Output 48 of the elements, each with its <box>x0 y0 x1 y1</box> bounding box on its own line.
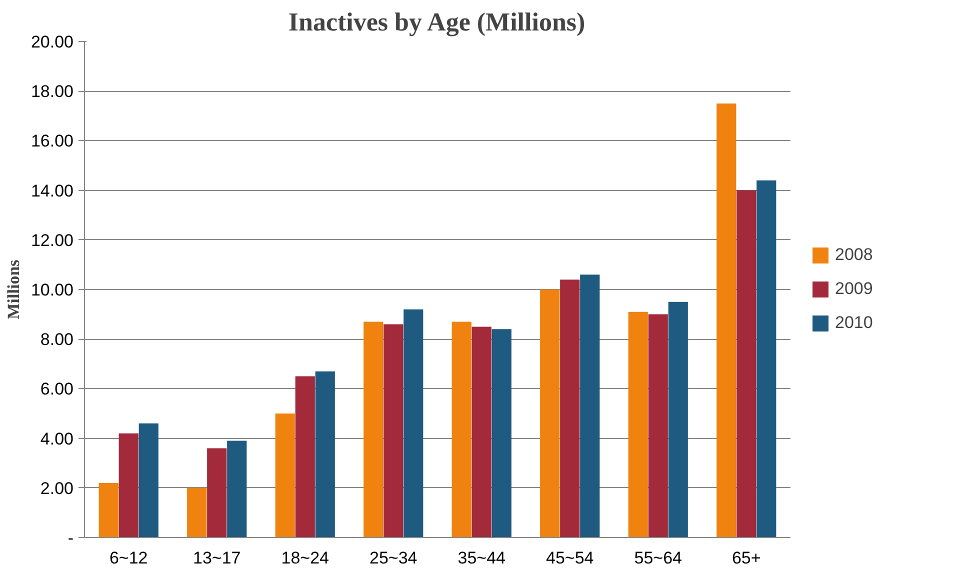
legend-label: 2008 <box>835 245 873 265</box>
bar <box>580 274 600 538</box>
y-tick-label: 4.00 <box>40 429 74 448</box>
bar <box>364 322 384 538</box>
bar <box>540 290 560 538</box>
bar <box>404 309 424 538</box>
bar <box>138 423 158 538</box>
bar <box>315 371 335 538</box>
x-tick-label: 18~24 <box>281 548 329 568</box>
legend-label: 2010 <box>835 313 873 333</box>
bar <box>628 312 648 538</box>
bar <box>668 302 688 538</box>
bar <box>756 180 776 538</box>
y-axis-title: Millions <box>4 259 23 320</box>
y-tick-label: 6.00 <box>40 380 74 399</box>
y-tick-label: 18.00 <box>30 82 74 102</box>
y-tick-label: 8.00 <box>40 330 74 350</box>
bar <box>118 433 138 538</box>
bar <box>452 322 472 538</box>
bar <box>207 448 227 538</box>
x-tick-label: 65+ <box>732 548 761 568</box>
y-tick-label: - <box>68 528 74 548</box>
bar <box>187 488 207 538</box>
bar <box>472 326 492 538</box>
x-tick-label: 13~17 <box>193 548 241 568</box>
y-tick-label: 14.00 <box>30 181 74 200</box>
legend-label: 2009 <box>835 279 873 299</box>
bar <box>275 414 295 538</box>
x-tick-label: 25~34 <box>370 548 418 568</box>
y-tick-label: 10.00 <box>30 280 74 300</box>
bar <box>98 482 118 538</box>
bar <box>716 104 736 538</box>
x-tick-label: 55~64 <box>634 548 682 568</box>
bar <box>227 440 247 538</box>
bar <box>560 280 580 538</box>
y-tick-label: 20.00 <box>30 32 74 52</box>
y-tick-label: 16.00 <box>30 132 74 151</box>
chart-title: Inactives by Age (Millions) <box>288 8 586 36</box>
bar <box>492 329 512 538</box>
bar <box>384 324 404 538</box>
bar <box>648 314 668 538</box>
x-tick-label: 6~12 <box>109 548 148 568</box>
x-tick-label: 45~54 <box>546 548 594 568</box>
bar <box>736 190 756 538</box>
bar <box>295 376 315 538</box>
y-tick-label: 12.00 <box>30 230 74 250</box>
x-tick-label: 35~44 <box>458 548 506 568</box>
y-tick-label: 2.00 <box>40 478 74 498</box>
